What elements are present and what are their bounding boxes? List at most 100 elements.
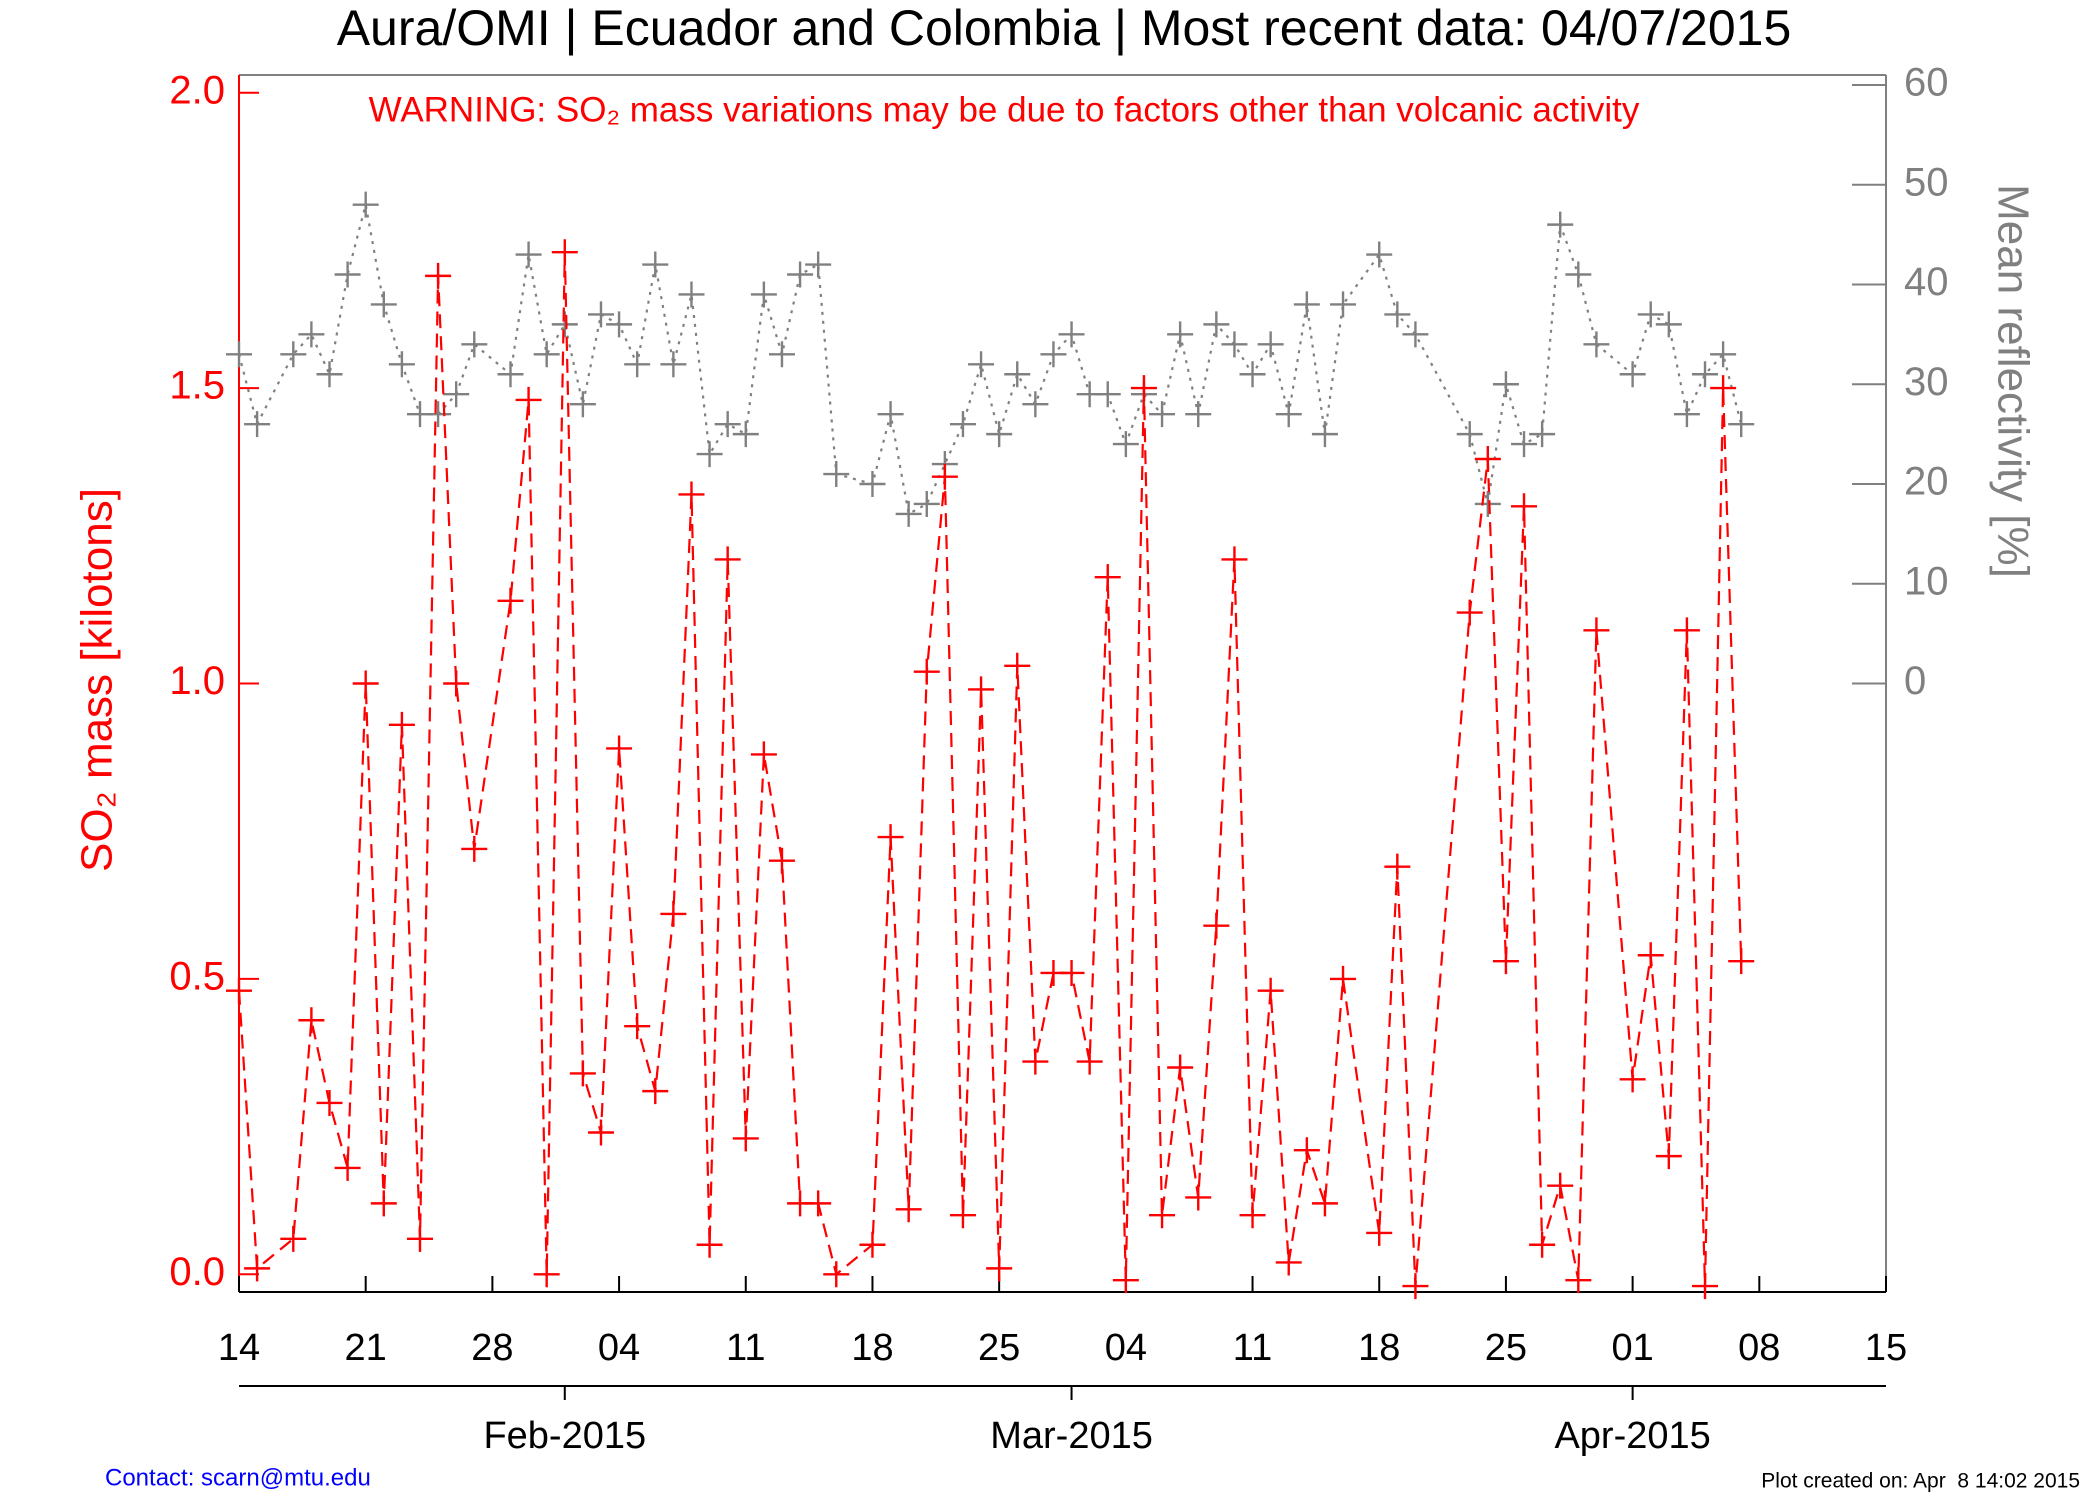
y2-tick-label: 0: [1904, 659, 1926, 703]
plus-marker: [1257, 331, 1284, 358]
plus-marker: [1149, 1202, 1176, 1229]
plus-marker: [696, 441, 723, 468]
plus-marker: [968, 676, 995, 703]
plus-marker: [1167, 1054, 1194, 1081]
contact: Contact: scarn@mtu.edu: [105, 1464, 371, 1491]
plus-marker: [1293, 291, 1320, 318]
plus-marker: [352, 191, 379, 218]
plus-marker: [587, 1119, 614, 1146]
plus-marker: [1529, 1231, 1556, 1258]
plus-marker: [425, 262, 452, 289]
plus-marker: [1203, 311, 1230, 338]
month-label: Mar-2015: [990, 1415, 1153, 1457]
plus-marker: [787, 261, 814, 288]
plus-marker: [877, 401, 904, 428]
plus-marker: [1673, 617, 1700, 644]
plus-marker: [1547, 211, 1574, 238]
plus-marker: [569, 1060, 596, 1087]
plus-marker: [388, 711, 415, 738]
plus-marker: [370, 291, 397, 318]
plus-marker: [1221, 331, 1248, 358]
plus-marker: [660, 351, 687, 378]
plus-marker: [931, 463, 958, 490]
plus-marker: [949, 1202, 976, 1229]
y2-tick-label: 60: [1904, 61, 1949, 105]
plus-marker: [515, 386, 542, 413]
plus-marker: [1692, 361, 1719, 388]
plus-marker: [1311, 1190, 1338, 1217]
plus-marker: [1728, 948, 1755, 975]
plus-marker: [388, 351, 415, 378]
plus-marker: [768, 847, 795, 874]
plus-marker: [1583, 617, 1610, 644]
plot-created: Plot created on: Apr 8 14:02 2015: [1761, 1470, 2080, 1493]
plus-marker: [569, 391, 596, 418]
plus-marker: [1004, 361, 1031, 388]
plus-marker: [660, 900, 687, 927]
plus-marker: [913, 658, 940, 685]
plus-marker: [280, 341, 307, 368]
plus-marker: [1040, 341, 1067, 368]
plus-marker: [1474, 446, 1501, 473]
y-tick-label: 1.0: [169, 659, 225, 703]
plus-marker: [280, 1225, 307, 1252]
y2-tick-label: 30: [1904, 360, 1949, 404]
plus-marker: [461, 835, 488, 862]
plus-marker: [859, 470, 886, 497]
plus-marker: [1402, 1273, 1429, 1300]
plus-marker: [334, 261, 361, 288]
y-tick-label: 0.5: [169, 954, 225, 998]
month-label: Apr-2015: [1554, 1415, 1710, 1457]
y-tick-label: 2.0: [169, 68, 225, 112]
plus-marker: [1094, 381, 1121, 408]
plus-marker: [1112, 1267, 1139, 1294]
plus-marker: [642, 1078, 669, 1105]
x-tick-label: 25: [978, 1327, 1020, 1369]
plus-marker: [1565, 1267, 1592, 1294]
y2-tick-label: 50: [1904, 160, 1949, 204]
plus-marker: [1076, 1048, 1103, 1075]
plus-marker: [696, 1231, 723, 1258]
plus-marker: [1221, 546, 1248, 573]
x-tick-label: 25: [1485, 1327, 1527, 1369]
x-tick-label: 21: [345, 1327, 387, 1369]
plus-marker: [678, 481, 705, 508]
plus-marker: [805, 1190, 832, 1217]
plus-marker: [244, 1255, 271, 1282]
plus-marker: [1692, 1273, 1719, 1300]
plus-marker: [1547, 1172, 1574, 1199]
plus-marker: [1311, 421, 1338, 448]
plus-marker: [406, 1225, 433, 1252]
plus-marker: [425, 401, 452, 428]
plus-marker: [1565, 261, 1592, 288]
x-tick-label: 18: [1358, 1327, 1400, 1369]
plus-marker: [551, 239, 578, 266]
plus-marker: [533, 1261, 560, 1288]
y2-tick-label: 20: [1904, 460, 1949, 504]
chart-title: Aura/OMI | Ecuador and Colombia | Most r…: [337, 0, 1792, 56]
plus-marker: [732, 1125, 759, 1152]
plus-marker: [497, 587, 524, 614]
plus-marker: [714, 411, 741, 438]
plus-marker: [823, 1261, 850, 1288]
x-tick-label: 14: [218, 1327, 260, 1369]
y-tick-label: 1.5: [169, 364, 225, 408]
plus-marker: [1456, 421, 1483, 448]
plus-marker: [1384, 853, 1411, 880]
plus-marker: [606, 735, 633, 762]
plus-marker: [1022, 1048, 1049, 1075]
x-tick-label: 11: [1233, 1327, 1272, 1369]
plus-marker: [298, 1007, 325, 1034]
plus-marker: [1058, 321, 1085, 348]
x-tick-label: 18: [851, 1327, 893, 1369]
plus-marker: [1112, 431, 1139, 458]
plus-marker: [1637, 301, 1664, 328]
plus-marker: [1330, 965, 1357, 992]
plus-marker: [226, 977, 252, 1004]
plus-marker: [1511, 493, 1538, 520]
plus-marker: [1022, 391, 1049, 418]
plus-marker: [1239, 1202, 1266, 1229]
plus-marker: [1673, 401, 1700, 428]
plus-marker: [587, 301, 614, 328]
